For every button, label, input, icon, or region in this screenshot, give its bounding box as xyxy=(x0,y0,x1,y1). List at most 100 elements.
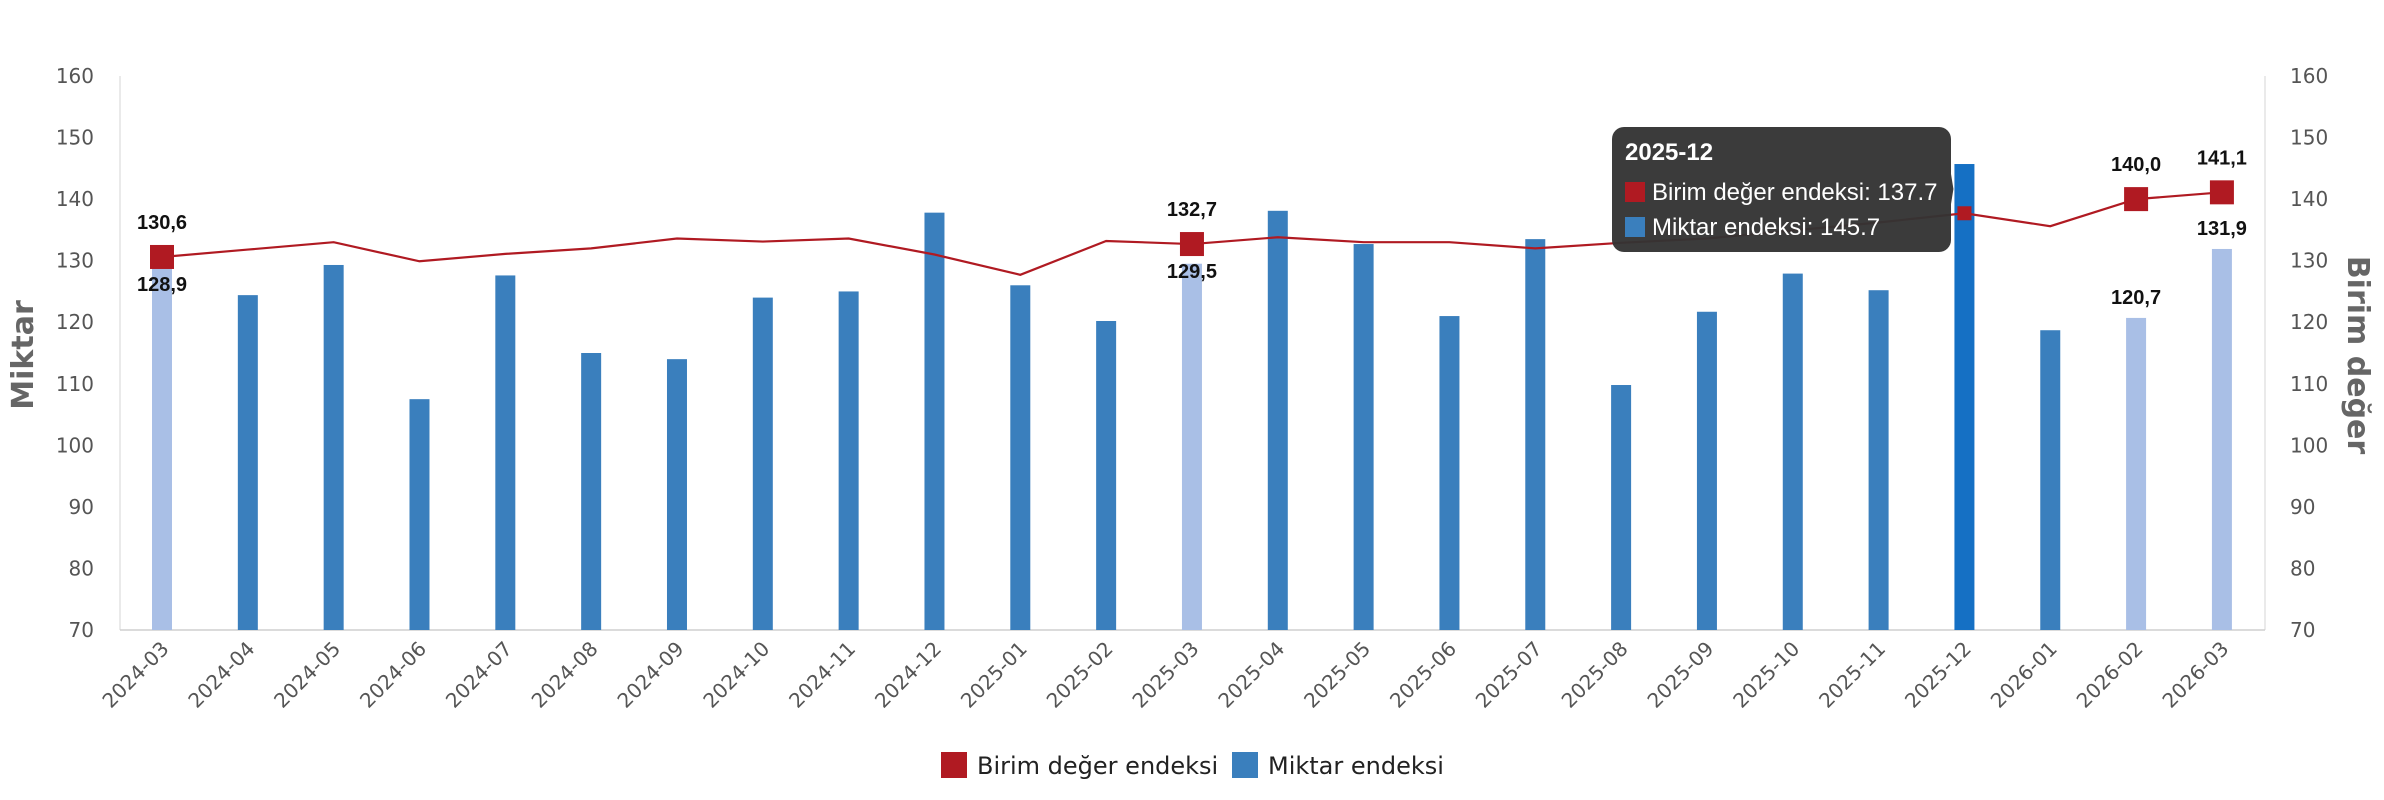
bar-2025-08 xyxy=(1611,385,1632,630)
tooltip-line-birim-deger: Birim değer endeksi: 137.7 xyxy=(1652,179,1938,206)
bar-2025-02 xyxy=(1096,320,1117,630)
x-tick-label: 2025-06 xyxy=(1385,637,1461,713)
x-tick-label: 2025-12 xyxy=(1900,637,1976,713)
x-tick-label: 2024-03 xyxy=(97,637,173,713)
x-tick-label: 2024-06 xyxy=(355,637,431,713)
bar-2025-03 xyxy=(1181,263,1202,630)
y-left-tick-label: 140 xyxy=(56,187,94,211)
y-right-tick-label: 110 xyxy=(2290,372,2328,396)
bar-2025-12 xyxy=(1954,164,1975,630)
bar-data-label: 129,5 xyxy=(1167,261,1217,283)
bar-2024-10 xyxy=(752,297,773,630)
data-labels-layer: 130,6 128,9 132,7 129,5 140,0 120,7 141,1 131,9 xyxy=(137,147,2247,309)
bar-2024-04 xyxy=(237,295,258,630)
x-tick-label: 2025-04 xyxy=(1213,637,1289,713)
bar-2024-06 xyxy=(409,399,430,630)
bar-2024-09 xyxy=(666,359,687,630)
line-marker-2025-03 xyxy=(1179,232,1204,257)
tooltip: 2025-12 Birim değer endeksi: 137.7 Miktar … xyxy=(1612,127,1954,252)
x-tick-label: 2025-10 xyxy=(1728,637,1804,713)
x-tick-label: 2025-09 xyxy=(1642,637,1718,713)
x-tick-label: 2025-08 xyxy=(1557,637,1633,713)
tooltip-box xyxy=(1612,127,1951,252)
bars-layer xyxy=(152,164,2232,631)
y-right-tick-label: 130 xyxy=(2290,249,2328,273)
bar-2025-01 xyxy=(1010,285,1031,630)
x-tick-label: 2024-10 xyxy=(698,637,774,713)
bar-2025-06 xyxy=(1439,316,1460,630)
y-right-tick-label: 160 xyxy=(2290,64,2328,88)
x-tick-label: 2025-03 xyxy=(1127,637,1203,713)
x-tick-label: 2024-07 xyxy=(441,637,517,713)
bar-2025-04 xyxy=(1267,210,1288,630)
y-left-tick-label: 110 xyxy=(56,372,94,396)
y-left-axis-title: Miktar xyxy=(6,300,41,410)
y-left-tick-label: 130 xyxy=(56,249,94,273)
y-right-tick-label: 150 xyxy=(2290,126,2328,150)
legend-label-birim-deger: Birim değer endeksi xyxy=(977,752,1218,780)
y-right-tick-label: 90 xyxy=(2290,495,2315,519)
y-left-tick-label: 70 xyxy=(69,618,94,642)
bar-2025-09 xyxy=(1696,311,1717,630)
bar-data-label: 131,9 xyxy=(2197,218,2247,240)
line-data-label: 140,0 xyxy=(2111,154,2161,176)
x-tick-label: 2024-11 xyxy=(784,637,860,713)
line-marker-active-2025-12 xyxy=(1957,206,1972,221)
bar-2026-03 xyxy=(2211,248,2232,630)
bar-data-label: 120,7 xyxy=(2111,287,2161,309)
legend-label-miktar: Miktar endeksi xyxy=(1268,752,1444,780)
x-tick-label: 2025-05 xyxy=(1299,637,1375,713)
x-tick-label: 2025-07 xyxy=(1471,637,1547,713)
bar-2026-02 xyxy=(2126,317,2147,630)
y-left-tick-label: 120 xyxy=(56,310,94,334)
x-tick-label: 2024-04 xyxy=(183,637,259,713)
legend-swatch-birim-deger xyxy=(941,752,967,778)
x-tick-label: 2026-02 xyxy=(2072,637,2148,713)
y-right-tick-label: 100 xyxy=(2290,433,2328,457)
x-tick-label: 2024-09 xyxy=(612,637,688,713)
y-right-tick-label: 120 xyxy=(2290,310,2328,334)
bar-2024-07 xyxy=(495,275,516,630)
x-tick-label: 2026-01 xyxy=(1986,637,2062,713)
bar-2024-12 xyxy=(924,212,945,631)
y-right-axis-title: Birim değer xyxy=(2340,256,2375,455)
x-tick-label: 2024-08 xyxy=(527,637,603,713)
x-tick-label: 2026-03 xyxy=(2157,637,2233,713)
bar-2024-08 xyxy=(581,353,602,630)
line-data-label: 130,6 xyxy=(137,212,187,234)
y-left-tick-label: 160 xyxy=(56,64,94,88)
y-left-tick-label: 80 xyxy=(69,556,94,580)
y-left-tick-label: 90 xyxy=(69,495,94,519)
tooltip-swatch-birim-deger xyxy=(1625,182,1645,202)
tooltip-line-miktar: Miktar endeksi: 145.7 xyxy=(1652,214,1880,241)
bar-data-label: 128,9 xyxy=(137,274,187,296)
y-left-tick-label: 150 xyxy=(56,126,94,150)
x-tick-label: 2025-02 xyxy=(1042,637,1118,713)
x-tick-label: 2025-11 xyxy=(1814,637,1890,713)
tooltip-swatch-miktar xyxy=(1625,217,1645,237)
x-tick-label: 2024-12 xyxy=(870,637,946,713)
line-data-label: 141,1 xyxy=(2197,147,2247,169)
legend-swatch-miktar xyxy=(1232,752,1258,778)
legend: Birim değer endeksi Miktar endeksi xyxy=(941,752,1444,780)
line-marker-2024-03 xyxy=(150,244,174,269)
bar-2024-03 xyxy=(152,267,172,630)
tooltip-pointer xyxy=(1951,174,1954,204)
line-marker-2026-02 xyxy=(2124,187,2149,212)
line-data-label: 132,7 xyxy=(1167,199,1217,221)
y-right-tick-label: 70 xyxy=(2290,618,2315,642)
bar-2025-11 xyxy=(1868,290,1889,630)
bar-2026-01 xyxy=(2040,330,2061,630)
bar-2024-11 xyxy=(838,291,859,630)
tooltip-title: 2025-12 xyxy=(1625,139,1713,166)
y-left-tick-label: 100 xyxy=(56,433,94,457)
bar-2025-05 xyxy=(1353,244,1374,630)
bar-2025-10 xyxy=(1782,273,1803,630)
y-right-tick-label: 140 xyxy=(2290,187,2328,211)
line-marker-2026-03 xyxy=(2209,180,2234,205)
bar-2025-07 xyxy=(1525,239,1546,630)
x-tick-label: 2025-01 xyxy=(956,637,1032,713)
y-right-tick-label: 80 xyxy=(2290,556,2315,580)
